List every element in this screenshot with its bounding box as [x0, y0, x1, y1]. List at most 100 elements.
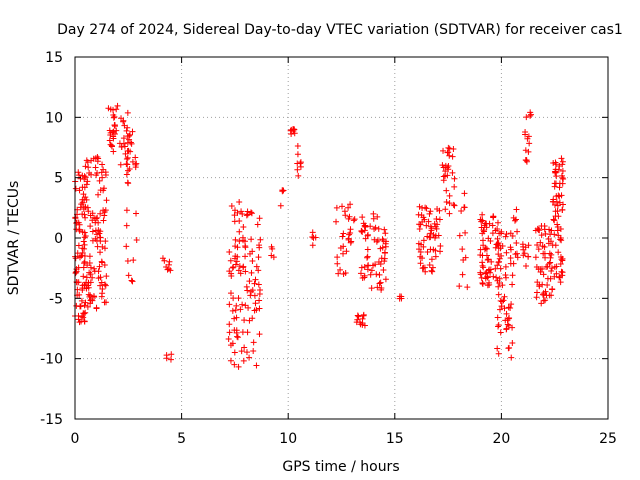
- data-point: [226, 248, 233, 255]
- y-axis-label: SDTVAR / TECUs: [6, 181, 22, 296]
- data-point: [444, 172, 451, 179]
- data-point: [168, 351, 175, 358]
- data-point: [110, 148, 117, 155]
- data-point: [346, 231, 353, 238]
- data-point: [372, 224, 379, 231]
- grid-lines: [75, 57, 608, 419]
- data-point: [360, 312, 367, 319]
- data-point: [551, 183, 558, 190]
- data-point: [547, 238, 554, 245]
- data-point: [250, 339, 257, 346]
- data-point: [486, 279, 493, 286]
- data-point: [96, 263, 103, 270]
- data-point: [526, 140, 533, 147]
- data-point: [84, 303, 91, 310]
- data-point: [541, 223, 548, 230]
- data-point: [334, 254, 341, 261]
- data-point: [167, 267, 174, 274]
- data-point: [501, 293, 508, 300]
- data-point: [556, 184, 563, 191]
- data-point: [240, 357, 247, 364]
- y-tick-label: -15: [40, 412, 63, 428]
- data-point: [490, 273, 497, 280]
- data-point: [353, 319, 360, 326]
- data-point: [445, 166, 452, 173]
- data-point: [558, 172, 565, 179]
- data-point: [548, 251, 555, 258]
- data-point: [121, 143, 128, 150]
- data-point: [77, 303, 84, 310]
- data-point: [382, 230, 389, 237]
- data-point: [82, 233, 89, 240]
- data-point: [114, 102, 121, 109]
- data-point: [255, 254, 262, 261]
- data-point: [82, 194, 89, 201]
- data-point: [99, 161, 106, 168]
- data-point: [121, 122, 128, 129]
- data-point: [257, 236, 264, 243]
- data-point: [557, 225, 564, 232]
- data-point: [255, 267, 262, 274]
- data-point: [538, 300, 545, 307]
- data-point: [231, 218, 238, 225]
- data-point: [495, 258, 502, 265]
- data-point: [361, 264, 368, 271]
- data-point: [552, 213, 559, 220]
- data-point: [359, 229, 366, 236]
- data-point: [312, 234, 319, 241]
- data-point: [84, 159, 91, 166]
- data-point: [79, 282, 86, 289]
- data-point: [494, 240, 501, 247]
- data-point: [558, 237, 565, 244]
- data-point: [89, 217, 96, 224]
- data-point: [86, 169, 93, 176]
- x-tick-label: 10: [279, 431, 297, 447]
- data-point: [123, 222, 130, 229]
- data-point: [350, 217, 357, 224]
- data-point: [510, 214, 517, 221]
- y-tick-label: -10: [40, 352, 63, 368]
- data-point: [81, 258, 88, 265]
- data-point: [375, 259, 382, 266]
- data-point: [93, 172, 100, 179]
- data-point: [355, 313, 362, 320]
- data-point: [543, 264, 550, 271]
- data-point: [376, 280, 383, 287]
- data-point: [82, 214, 89, 221]
- x-tick-label: 0: [71, 431, 80, 447]
- data-point: [550, 216, 557, 223]
- x-axis-label: GPS time / hours: [282, 459, 399, 475]
- data-point: [268, 243, 275, 250]
- data-point: [232, 236, 239, 243]
- data-point: [124, 109, 131, 116]
- data-point: [358, 227, 365, 234]
- data-point: [101, 212, 108, 219]
- data-point: [79, 211, 86, 218]
- data-point: [462, 254, 469, 261]
- data-point: [559, 207, 566, 214]
- data-point: [551, 202, 558, 209]
- data-point: [93, 237, 100, 244]
- data-point: [523, 114, 530, 121]
- data-point: [99, 259, 106, 266]
- data-point: [101, 281, 108, 288]
- data-point: [252, 276, 259, 283]
- data-point: [80, 191, 87, 198]
- data-point: [504, 321, 511, 328]
- data-point: [494, 262, 501, 269]
- data-point: [340, 250, 347, 257]
- data-point: [429, 268, 436, 275]
- data-point: [553, 193, 560, 200]
- data-point: [383, 238, 390, 245]
- data-point: [479, 230, 486, 237]
- data-point: [440, 173, 447, 180]
- data-point: [228, 270, 235, 277]
- data-point: [242, 253, 249, 260]
- data-point: [256, 215, 263, 222]
- x-tick-label: 15: [386, 431, 404, 447]
- data-point: [357, 270, 364, 277]
- data-point: [560, 175, 567, 182]
- data-point: [244, 211, 251, 218]
- data-point: [497, 230, 504, 237]
- data-point: [554, 227, 561, 234]
